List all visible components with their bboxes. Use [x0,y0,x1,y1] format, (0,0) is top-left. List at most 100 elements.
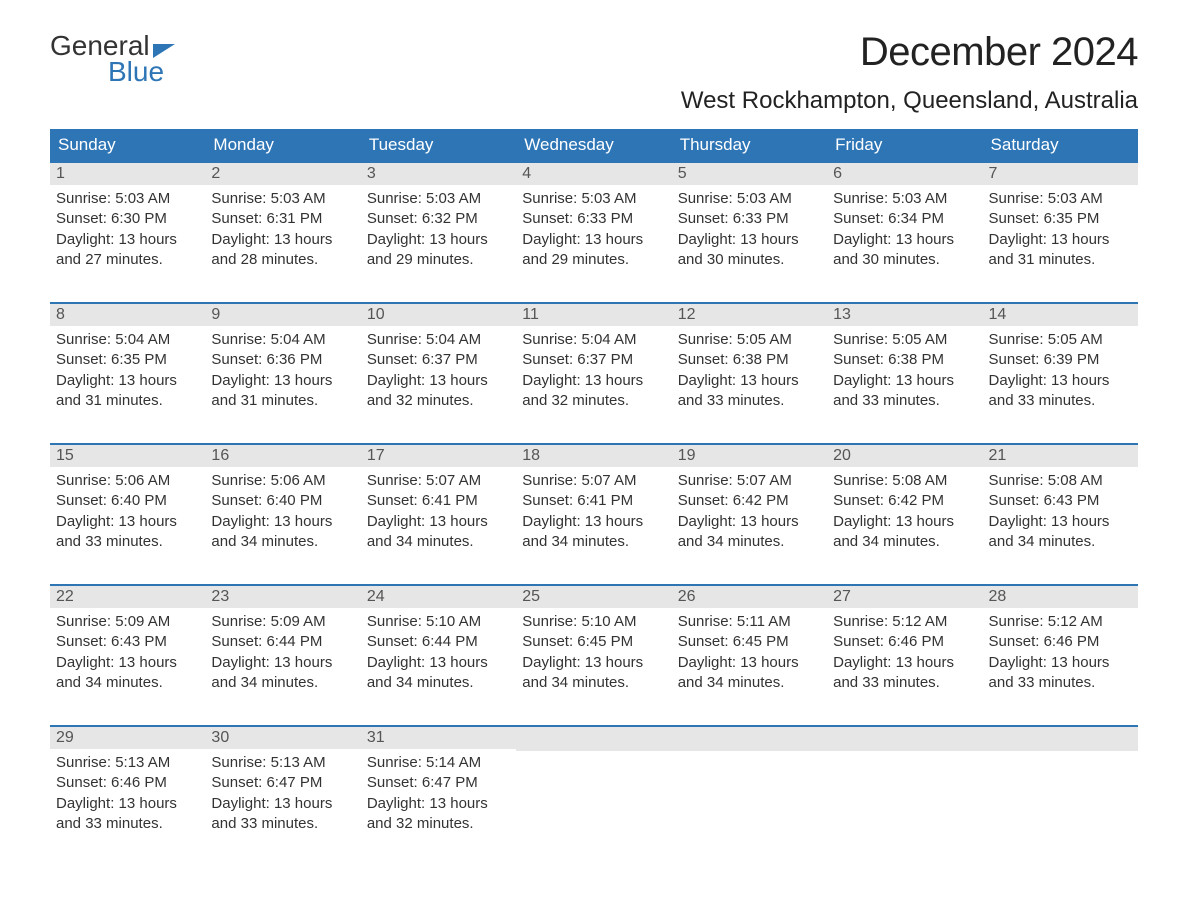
day-cell: 13Sunrise: 5:05 AMSunset: 6:38 PMDayligh… [827,304,982,415]
sunset-line: Sunset: 6:41 PM [522,491,665,511]
daylight-line: Daylight: 13 hours and 31 minutes. [989,230,1132,271]
day-body: Sunrise: 5:09 AMSunset: 6:44 PMDaylight:… [205,608,360,697]
day-body: Sunrise: 5:04 AMSunset: 6:37 PMDaylight:… [361,326,516,415]
day-number: 15 [50,445,205,467]
sunrise-line: Sunrise: 5:08 AM [833,471,976,491]
day-number: 10 [361,304,516,326]
daylight-line: Daylight: 13 hours and 34 minutes. [833,512,976,553]
daylight-line: Daylight: 13 hours and 34 minutes. [367,653,510,694]
week-row: 29Sunrise: 5:13 AMSunset: 6:46 PMDayligh… [50,725,1138,838]
day-body: Sunrise: 5:09 AMSunset: 6:43 PMDaylight:… [50,608,205,697]
sunset-line: Sunset: 6:40 PM [56,491,199,511]
daylight-line: Daylight: 13 hours and 31 minutes. [211,371,354,412]
daylight-line: Daylight: 13 hours and 33 minutes. [989,371,1132,412]
sunset-line: Sunset: 6:46 PM [989,632,1132,652]
sunset-line: Sunset: 6:42 PM [833,491,976,511]
day-number: 14 [983,304,1138,326]
day-body: Sunrise: 5:03 AMSunset: 6:35 PMDaylight:… [983,185,1138,274]
week-row: 22Sunrise: 5:09 AMSunset: 6:43 PMDayligh… [50,584,1138,697]
sunrise-line: Sunrise: 5:08 AM [989,471,1132,491]
sunset-line: Sunset: 6:42 PM [678,491,821,511]
day-number: 7 [983,163,1138,185]
day-number: 1 [50,163,205,185]
day-cell: 8Sunrise: 5:04 AMSunset: 6:35 PMDaylight… [50,304,205,415]
sunrise-line: Sunrise: 5:13 AM [56,753,199,773]
weekday-header-cell: Thursday [672,129,827,161]
day-number: 22 [50,586,205,608]
daylight-line: Daylight: 13 hours and 34 minutes. [522,653,665,694]
daylight-line: Daylight: 13 hours and 32 minutes. [522,371,665,412]
day-number: 25 [516,586,671,608]
day-cell: 28Sunrise: 5:12 AMSunset: 6:46 PMDayligh… [983,586,1138,697]
sunset-line: Sunset: 6:35 PM [56,350,199,370]
calendar: SundayMondayTuesdayWednesdayThursdayFrid… [50,129,1138,838]
day-number: 27 [827,586,982,608]
daylight-line: Daylight: 13 hours and 29 minutes. [522,230,665,271]
sunset-line: Sunset: 6:39 PM [989,350,1132,370]
day-body: Sunrise: 5:13 AMSunset: 6:47 PMDaylight:… [205,749,360,838]
day-cell: 1Sunrise: 5:03 AMSunset: 6:30 PMDaylight… [50,163,205,274]
day-number: 6 [827,163,982,185]
day-cell: 27Sunrise: 5:12 AMSunset: 6:46 PMDayligh… [827,586,982,697]
weekday-header-cell: Saturday [983,129,1138,161]
day-body: Sunrise: 5:04 AMSunset: 6:36 PMDaylight:… [205,326,360,415]
day-cell: 30Sunrise: 5:13 AMSunset: 6:47 PMDayligh… [205,727,360,838]
sunset-line: Sunset: 6:33 PM [678,209,821,229]
day-number: 19 [672,445,827,467]
day-cell: 7Sunrise: 5:03 AMSunset: 6:35 PMDaylight… [983,163,1138,274]
sunrise-line: Sunrise: 5:07 AM [678,471,821,491]
weekday-header-cell: Monday [205,129,360,161]
sunrise-line: Sunrise: 5:06 AM [56,471,199,491]
sunrise-line: Sunrise: 5:03 AM [211,189,354,209]
day-body: Sunrise: 5:05 AMSunset: 6:38 PMDaylight:… [672,326,827,415]
day-body: Sunrise: 5:10 AMSunset: 6:45 PMDaylight:… [516,608,671,697]
day-number: 5 [672,163,827,185]
day-body: Sunrise: 5:06 AMSunset: 6:40 PMDaylight:… [50,467,205,556]
day-body: Sunrise: 5:03 AMSunset: 6:34 PMDaylight:… [827,185,982,274]
sunset-line: Sunset: 6:44 PM [211,632,354,652]
day-body: Sunrise: 5:12 AMSunset: 6:46 PMDaylight:… [983,608,1138,697]
sunrise-line: Sunrise: 5:12 AM [989,612,1132,632]
day-body: Sunrise: 5:07 AMSunset: 6:41 PMDaylight:… [516,467,671,556]
day-cell: 15Sunrise: 5:06 AMSunset: 6:40 PMDayligh… [50,445,205,556]
day-cell [672,727,827,838]
sunset-line: Sunset: 6:44 PM [367,632,510,652]
sunset-line: Sunset: 6:38 PM [678,350,821,370]
empty-day-number [983,727,1138,751]
daylight-line: Daylight: 13 hours and 33 minutes. [211,794,354,835]
day-body: Sunrise: 5:13 AMSunset: 6:46 PMDaylight:… [50,749,205,838]
day-cell [983,727,1138,838]
sunset-line: Sunset: 6:37 PM [522,350,665,370]
day-cell: 2Sunrise: 5:03 AMSunset: 6:31 PMDaylight… [205,163,360,274]
daylight-line: Daylight: 13 hours and 33 minutes. [56,794,199,835]
day-body: Sunrise: 5:12 AMSunset: 6:46 PMDaylight:… [827,608,982,697]
sunrise-line: Sunrise: 5:05 AM [989,330,1132,350]
page-header: General Blue December 2024 West Rockhamp… [50,30,1138,115]
day-body: Sunrise: 5:03 AMSunset: 6:33 PMDaylight:… [672,185,827,274]
daylight-line: Daylight: 13 hours and 33 minutes. [833,653,976,694]
sunset-line: Sunset: 6:45 PM [678,632,821,652]
day-body: Sunrise: 5:03 AMSunset: 6:31 PMDaylight:… [205,185,360,274]
day-cell: 26Sunrise: 5:11 AMSunset: 6:45 PMDayligh… [672,586,827,697]
daylight-line: Daylight: 13 hours and 33 minutes. [833,371,976,412]
month-title: December 2024 [681,30,1138,75]
day-cell: 5Sunrise: 5:03 AMSunset: 6:33 PMDaylight… [672,163,827,274]
sunset-line: Sunset: 6:46 PM [833,632,976,652]
day-cell: 20 Sunrise: 5:08 AMSunset: 6:42 PMDayligh… [827,445,982,556]
day-number: 29 [50,727,205,749]
day-cell: 23Sunrise: 5:09 AMSunset: 6:44 PMDayligh… [205,586,360,697]
day-number: 21 [983,445,1138,467]
sunset-line: Sunset: 6:35 PM [989,209,1132,229]
day-number: 12 [672,304,827,326]
sunset-line: Sunset: 6:46 PM [56,773,199,793]
day-number: 20 [827,445,982,467]
day-cell: 9Sunrise: 5:04 AMSunset: 6:36 PMDaylight… [205,304,360,415]
sunset-line: Sunset: 6:33 PM [522,209,665,229]
day-cell: 19Sunrise: 5:07 AMSunset: 6:42 PMDayligh… [672,445,827,556]
day-cell [827,727,982,838]
sunset-line: Sunset: 6:30 PM [56,209,199,229]
sunset-line: Sunset: 6:38 PM [833,350,976,370]
day-cell: 31Sunrise: 5:14 AMSunset: 6:47 PMDayligh… [361,727,516,838]
empty-day-number [516,727,671,751]
sunrise-line: Sunrise: 5:11 AM [678,612,821,632]
